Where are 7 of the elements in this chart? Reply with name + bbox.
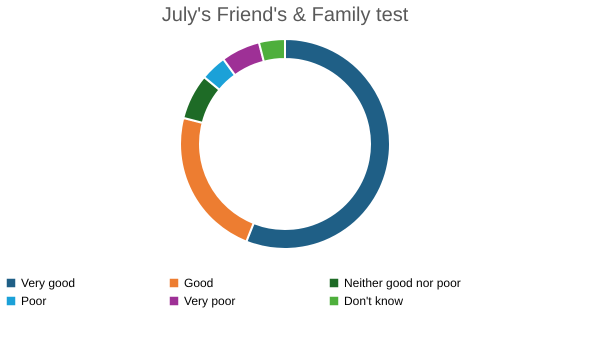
legend-label: Neither good nor poor <box>344 276 461 290</box>
legend-label: Don't know <box>344 294 404 308</box>
legend-label: Good <box>184 276 214 290</box>
chart-title: July's Friend's & Family test <box>162 4 409 26</box>
legend-label: Very poor <box>184 294 236 308</box>
legend-label: Very good <box>21 276 76 290</box>
legend-label: Poor <box>21 294 46 308</box>
